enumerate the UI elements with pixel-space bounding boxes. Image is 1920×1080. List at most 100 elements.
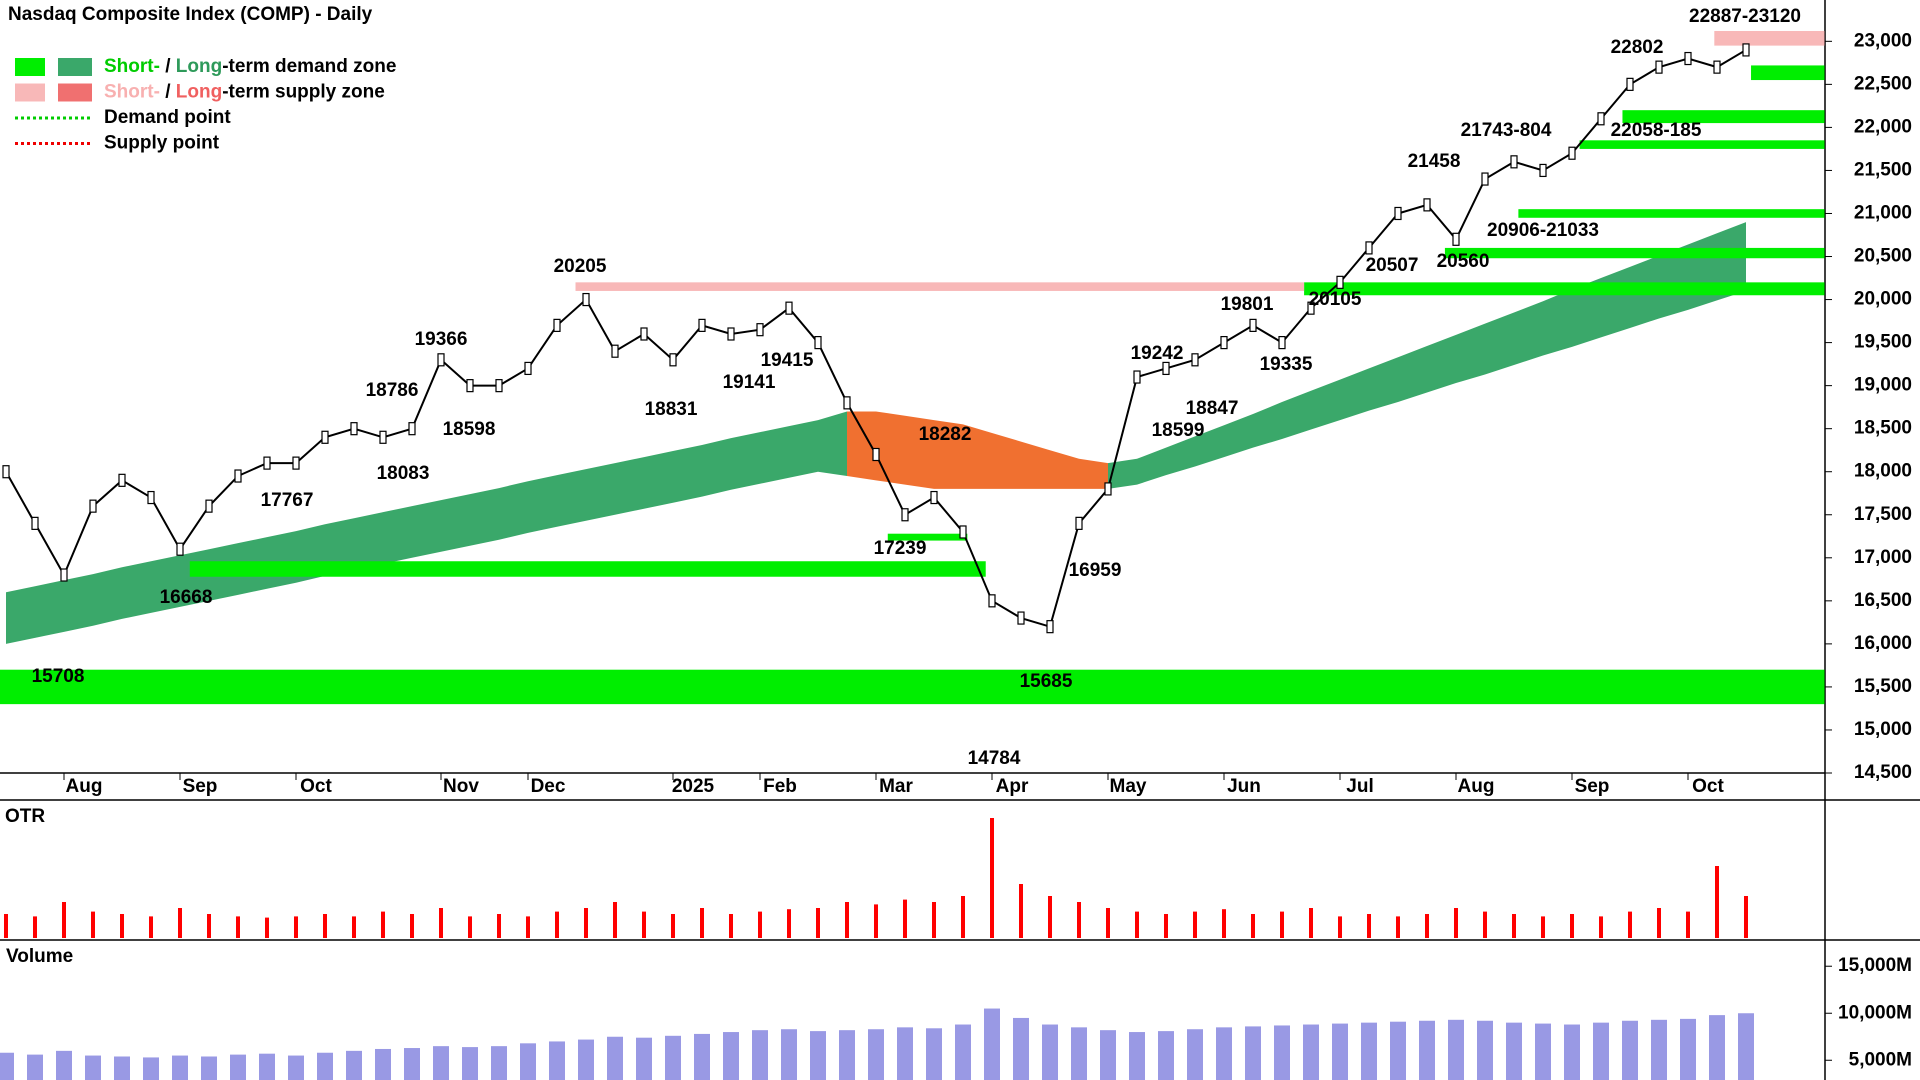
demand-zone xyxy=(1622,110,1825,124)
y-tick-label: 17,000 xyxy=(1854,547,1912,568)
price-candle xyxy=(408,422,416,436)
long-term-zone xyxy=(6,411,847,644)
price-candle xyxy=(1684,51,1692,66)
legend-part: / xyxy=(160,56,176,77)
x-tick-label: Jun xyxy=(1227,776,1261,797)
volume-bar xyxy=(143,1057,159,1080)
otr-bar xyxy=(1396,916,1400,938)
otr-bar xyxy=(1483,911,1487,938)
price-candle xyxy=(988,594,996,608)
annotation: 22887-23120 xyxy=(1689,6,1801,27)
price-candle xyxy=(2,465,10,479)
otr-bar xyxy=(236,916,240,938)
volume-bar xyxy=(1245,1026,1261,1080)
legend-label: Short- / Long-term supply zone xyxy=(104,82,385,103)
supply-zone xyxy=(1714,30,1825,46)
x-tick-label: Oct xyxy=(300,776,332,797)
volume-bar xyxy=(1535,1023,1551,1080)
x-tick-label: Nov xyxy=(443,776,479,797)
otr-bar xyxy=(149,916,153,938)
volume-bar xyxy=(1042,1024,1058,1080)
volume-bar xyxy=(723,1032,739,1080)
volume-bar xyxy=(1303,1024,1319,1080)
annotation: 22058-185 xyxy=(1611,120,1702,141)
volume-bar xyxy=(1593,1022,1609,1080)
otr-bar xyxy=(1338,916,1342,938)
volume-bar xyxy=(346,1050,362,1080)
otr-bar xyxy=(1193,911,1197,938)
volume-bar xyxy=(27,1054,43,1080)
price-candle xyxy=(60,568,68,582)
price-candle xyxy=(727,327,735,341)
volume-bar xyxy=(694,1033,710,1080)
volume-bar xyxy=(1361,1022,1377,1080)
otr-bar xyxy=(961,896,965,938)
volume-bar xyxy=(1100,1030,1116,1080)
volume-bar xyxy=(0,1052,14,1080)
otr-bar xyxy=(1541,916,1545,938)
volume-bar xyxy=(1013,1017,1029,1080)
volume-bar xyxy=(114,1056,130,1080)
price-candle xyxy=(1365,241,1373,255)
volume-bar xyxy=(1448,1019,1464,1080)
price-candle xyxy=(1742,43,1750,57)
price-candle xyxy=(959,525,967,539)
y-tick-label: 21,000 xyxy=(1854,202,1912,223)
volume-bar xyxy=(259,1053,275,1080)
volume-bar xyxy=(56,1050,72,1080)
price-candle xyxy=(1713,60,1721,74)
y-tick-label: 10,000M xyxy=(1838,1002,1912,1023)
volume-bar xyxy=(85,1055,101,1080)
volume-bar xyxy=(1216,1027,1232,1080)
volume-bar xyxy=(317,1052,333,1080)
price-candle xyxy=(1104,482,1112,496)
annotation: 20560 xyxy=(1437,251,1490,272)
price-candle xyxy=(1510,155,1518,169)
y-tick-label: 18,000 xyxy=(1854,461,1912,482)
otr-bar xyxy=(323,914,327,938)
y-tick-label: 23,000 xyxy=(1854,30,1912,51)
price-candle xyxy=(1394,206,1402,221)
x-tick-label: Sep xyxy=(1575,776,1610,797)
annotation: 18847 xyxy=(1186,398,1239,419)
volume-bar xyxy=(201,1056,217,1080)
x-tick-label: 2025 xyxy=(672,776,715,797)
price-candle xyxy=(553,318,561,332)
volume-bar xyxy=(868,1029,884,1080)
legend-swatch xyxy=(15,58,45,76)
otr-bar xyxy=(207,914,211,938)
volume-bar xyxy=(1564,1024,1580,1080)
annotation: 15708 xyxy=(32,666,85,687)
price-candle xyxy=(1220,335,1228,350)
volume-bar xyxy=(1709,1015,1725,1080)
annotation: 19141 xyxy=(723,372,776,393)
otr-bar xyxy=(1019,884,1023,938)
demand-zone xyxy=(1444,247,1825,259)
price-candle xyxy=(640,327,648,341)
long-term-zone xyxy=(847,411,1108,489)
price-candle xyxy=(1133,370,1141,384)
otr-bar xyxy=(1106,908,1110,938)
volume-bar xyxy=(955,1024,971,1080)
otr-bar xyxy=(1309,908,1313,938)
y-tick-label: 5,000M xyxy=(1849,1049,1912,1070)
y-tick-label: 21,500 xyxy=(1854,159,1912,180)
price-candle xyxy=(1307,301,1315,315)
otr-bar xyxy=(1657,908,1661,938)
panel-title: OTR xyxy=(5,806,45,827)
price-candle xyxy=(321,430,329,444)
annotation: 19366 xyxy=(415,329,468,350)
volume-bar xyxy=(607,1036,623,1080)
price-candle xyxy=(582,292,590,307)
y-tick-label: 22,500 xyxy=(1854,73,1912,94)
price-candle xyxy=(495,379,503,393)
y-tick-label: 19,500 xyxy=(1854,332,1912,353)
volume-bar xyxy=(578,1039,594,1080)
otr-bar xyxy=(62,902,66,938)
otr-bar xyxy=(526,916,530,938)
price-candle xyxy=(1017,611,1025,625)
otr-bar xyxy=(816,908,820,938)
volume-bar xyxy=(462,1047,478,1080)
annotation: 21743-804 xyxy=(1461,120,1552,141)
volume-bar xyxy=(433,1046,449,1080)
